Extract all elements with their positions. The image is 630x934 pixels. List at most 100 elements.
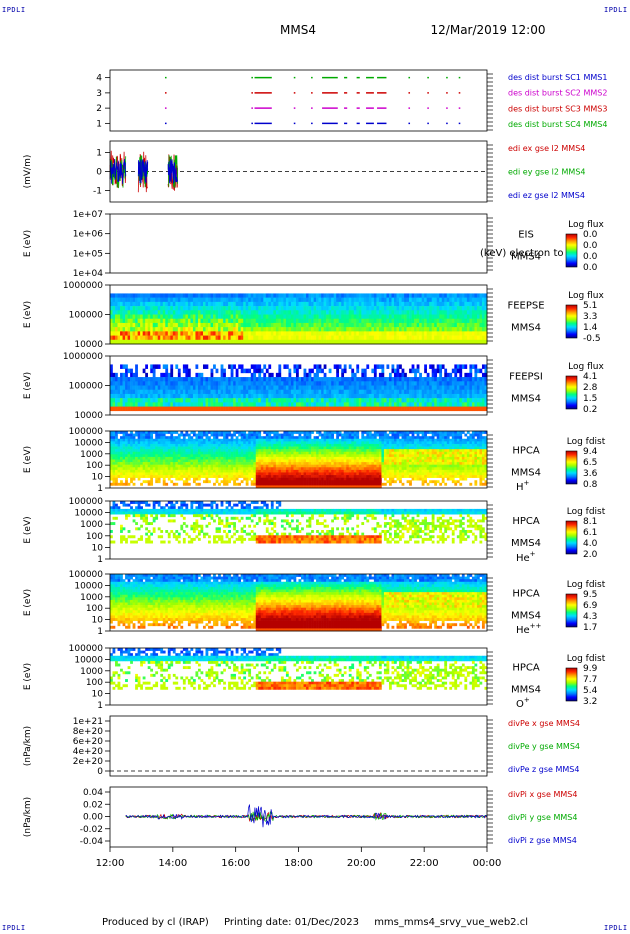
feepse-ytick: 100000 bbox=[69, 311, 104, 321]
divpe-ytick: 4e+20 bbox=[73, 747, 104, 757]
feepse-cbar-tick: -0.5 bbox=[583, 334, 601, 344]
hpca_he-ytick: 10 bbox=[92, 543, 104, 553]
time-tick-label: 18:00 bbox=[284, 858, 313, 869]
panel-divpi: (nPa/km) divPi x gse MMS4 divPi y gse MMS4… bbox=[23, 786, 577, 848]
hpca_h-colorbar bbox=[565, 450, 578, 485]
feepsi-ytick: 100000 bbox=[69, 382, 104, 392]
hpca_he-ytick: 1000 bbox=[80, 520, 103, 530]
hpca_he-ytick: 100000 bbox=[69, 497, 104, 507]
feepse-cbar-title: Log flux bbox=[568, 291, 604, 301]
eis-ytick: 1e+07 bbox=[73, 210, 103, 220]
burst-ytick: 4 bbox=[96, 74, 102, 84]
burst-ytick: 1 bbox=[96, 119, 102, 129]
divpi-legend-entry: divPi y gse MMS4 bbox=[508, 813, 577, 822]
divpe-frame bbox=[109, 715, 488, 777]
feepsi-cbar-tick: 2.8 bbox=[583, 383, 598, 393]
hpca_o-species-label: O+ bbox=[516, 696, 530, 710]
hpca_hepp-ytick: 1000 bbox=[80, 593, 103, 603]
feepse-ytick: 10000 bbox=[74, 340, 103, 350]
hpca_hepp-colorbar bbox=[565, 593, 578, 628]
feepse-ytick: 1000000 bbox=[63, 281, 103, 291]
burst-legend-entry: des dist burst SC1 MMS1 bbox=[508, 73, 607, 82]
hpca_hepp-frame bbox=[109, 573, 488, 632]
hpca_h-cbar-tick: 9.4 bbox=[583, 447, 598, 457]
hpca_hepp-ytick: 100000 bbox=[69, 570, 104, 580]
divpe-ytick: 0 bbox=[97, 767, 103, 777]
edi-legend-entry: edi ey gse l2 MMS4 bbox=[508, 168, 586, 177]
divpe-legend-entry: divPe y gse MMS4 bbox=[508, 742, 580, 751]
divpi-series-z bbox=[125, 804, 488, 828]
hpca_o-ylabel: E (eV) bbox=[23, 663, 33, 690]
hpca_o-cbar-tick: 9.9 bbox=[583, 664, 598, 674]
hpca_he-ylabel: E (eV) bbox=[23, 516, 33, 543]
hpca_he-cbar-tick: 8.1 bbox=[583, 517, 597, 527]
divpi-ytick: 0.02 bbox=[83, 800, 103, 810]
burst-ytick: 2 bbox=[96, 104, 102, 114]
hpca_hepp-spacecraft-label: MMS4 bbox=[511, 611, 541, 622]
hpca_h-frame bbox=[109, 430, 488, 489]
divpi-ytick: -0.02 bbox=[80, 825, 103, 835]
divpe-legend-entry: divPe z gse MMS4 bbox=[508, 765, 579, 774]
edi-ytick: 0 bbox=[96, 168, 102, 178]
feepse-spacecraft-label: MMS4 bbox=[511, 323, 541, 334]
hpca_he-cbar-tick: 2.0 bbox=[583, 550, 598, 560]
panel-edi: (mV/m) edi ex gse l2 MMS4 edi ey gse l2 MM… bbox=[23, 140, 586, 203]
divpe-legend-entry: divPe x gse MMS4 bbox=[508, 719, 580, 728]
divpe-ytick: 6e+20 bbox=[73, 737, 104, 747]
corner-label-bottom-left: IPDLI bbox=[2, 924, 26, 932]
hpca_h-ytick: 1000 bbox=[80, 450, 103, 460]
eis-cbar-tick: 0.0 bbox=[583, 263, 598, 273]
hpca_h-ytick: 10000 bbox=[74, 438, 103, 448]
panel-burst: des dist burst SC1 MMS1 des dist burst SC… bbox=[96, 69, 607, 132]
edi-ylabel: (mV/m) bbox=[23, 155, 33, 189]
hpca_o-cbar-title: Log fdist bbox=[567, 654, 606, 664]
divpe-ytick: 8e+20 bbox=[73, 727, 104, 737]
feepsi-cbar-tick: 1.5 bbox=[583, 394, 597, 404]
hpca_he-frame bbox=[109, 500, 488, 560]
hpca_o-colorbar bbox=[565, 667, 578, 702]
hpca_hepp-cbar-title: Log fdist bbox=[567, 580, 606, 590]
hpca_h-instrument-label: HPCA bbox=[512, 446, 540, 457]
eis-ytick: 1e+05 bbox=[73, 249, 103, 259]
hpca_hepp-ylabel: E (eV) bbox=[23, 589, 33, 616]
hpca_o-cbar-tick: 7.7 bbox=[583, 675, 597, 685]
burst-frame bbox=[109, 69, 488, 132]
hpca_h-cbar-tick: 3.6 bbox=[583, 469, 598, 479]
edi-legend-entry: edi ez gse l2 MMS4 bbox=[508, 191, 585, 200]
hpca_o-ytick: 100 bbox=[86, 678, 103, 688]
hpca_h-cbar-tick: 6.5 bbox=[583, 458, 597, 468]
eis-colorbar bbox=[565, 233, 578, 268]
eis-cbar-tick: 0.0 bbox=[583, 252, 598, 262]
time-tick-label: 20:00 bbox=[347, 858, 376, 869]
hpca_he-instrument-label: HPCA bbox=[512, 516, 540, 527]
eis-cbar-tick: 0.0 bbox=[583, 241, 598, 251]
feepse-frame bbox=[109, 284, 488, 345]
edi-legend-entry: edi ex gse l2 MMS4 bbox=[508, 144, 585, 153]
corner-label-bottom-right: IPDLI bbox=[604, 924, 628, 932]
hpca_h-ytick: 100 bbox=[86, 461, 103, 471]
hpca_h-ylabel: E (eV) bbox=[23, 446, 33, 473]
eis-overlay-text: (keV) electron to bbox=[480, 248, 563, 259]
hpca_o-spacecraft-label: MMS4 bbox=[511, 685, 541, 696]
feepsi-cbar-tick: 0.2 bbox=[583, 405, 597, 415]
edi-series-z bbox=[167, 159, 178, 184]
divpe-ytick: 1e+21 bbox=[73, 717, 103, 727]
hpca_o-ytick: 1 bbox=[97, 701, 103, 711]
hpca_hepp-ytick: 1 bbox=[97, 627, 103, 637]
panel-feepsi: E (eV) 1000000 100000 10000 Log flux4.12.81.… bbox=[23, 352, 604, 421]
hpca_h-ytick: 100000 bbox=[69, 427, 104, 437]
hpca_o-cbar-tick: 3.2 bbox=[583, 697, 597, 707]
feepsi-ytick: 10000 bbox=[74, 411, 103, 421]
feepse-colorbar bbox=[565, 304, 578, 339]
panel-feepse: E (eV) 1000000 100000 10000 Log flux5.13.31.… bbox=[23, 281, 604, 350]
feepsi-colorbar bbox=[565, 375, 578, 410]
hpca_he-ytick: 100 bbox=[86, 532, 103, 542]
hpca_he-colorbar bbox=[565, 520, 578, 555]
hpca_h-cbar-tick: 0.8 bbox=[583, 480, 598, 490]
hpca_hepp-cbar-tick: 4.3 bbox=[583, 612, 597, 622]
hpca_o-ytick: 1000 bbox=[80, 667, 103, 677]
time-tick-label: 16:00 bbox=[221, 858, 250, 869]
